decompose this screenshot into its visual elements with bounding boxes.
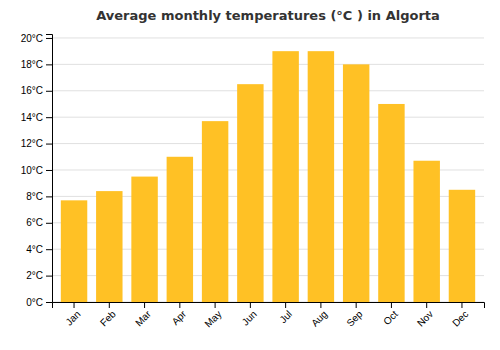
tick: 2°C (26, 270, 52, 281)
title: Average monthly temperatures (°C ) in Al… (96, 8, 440, 23)
tick: 0°C (26, 297, 52, 308)
tick: 12°C (21, 138, 52, 149)
grid (52, 38, 484, 302)
tick: Sep (344, 302, 365, 329)
tick-mark (426, 302, 427, 308)
tick: Feb (98, 302, 118, 328)
tick-label: Sep (344, 308, 365, 329)
tick: 16°C (21, 85, 52, 96)
x-axis: Jan Feb Mar Apr May Jun Jul Aug Sep Oct Nov Dec (53, 302, 485, 330)
bar (202, 121, 228, 302)
tick-label: Oct (381, 308, 400, 327)
bar (308, 51, 334, 302)
tick-mark (215, 302, 216, 308)
tick-mark (74, 302, 75, 308)
tick: Nov (415, 302, 435, 329)
tick-label: 18°C (21, 59, 43, 70)
tick: May (202, 302, 223, 330)
tick-label: 0°C (26, 297, 43, 308)
tick-mark (179, 302, 180, 308)
tick: Oct (381, 302, 400, 327)
tick-label: May (202, 308, 223, 329)
bar (272, 51, 298, 302)
grid-line (52, 143, 484, 144)
tick: Jul (277, 302, 294, 325)
grid-line (52, 117, 484, 118)
tick-mark (46, 144, 52, 145)
axis-line (53, 303, 485, 309)
tick-label: 20°C (21, 33, 43, 44)
tick-mark (320, 302, 321, 308)
grid-line (52, 37, 484, 38)
tick: 6°C (26, 217, 52, 228)
tick-mark (391, 302, 392, 308)
tick-label: 12°C (21, 138, 43, 149)
tick-mark (46, 223, 52, 224)
tick-label: 8°C (26, 191, 43, 202)
tick-mark (109, 302, 110, 308)
tick-label: Mar (133, 308, 153, 328)
tick-mark (46, 64, 52, 65)
tick: 18°C (21, 59, 52, 70)
tick-mark (250, 302, 251, 308)
bar (96, 191, 122, 302)
bar (131, 177, 157, 302)
bar (167, 157, 193, 302)
tick: Mar (133, 302, 153, 328)
tick: Dec (450, 302, 470, 329)
tick-mark (46, 170, 52, 171)
bar (378, 104, 404, 302)
tick: 14°C (21, 112, 52, 123)
bar (61, 200, 87, 302)
tick: 4°C (26, 244, 52, 255)
tick-mark (46, 38, 52, 39)
tick-label: Jun (240, 308, 259, 327)
tick-mark (461, 302, 462, 308)
bar (237, 84, 263, 302)
bar (449, 190, 475, 302)
plot-area: 0°C 2°C 4°C 6°C 8°C 10°C 12°C 14°C 16°C 18°C 20°C J… (21, 33, 485, 330)
tick-label: Apr (170, 308, 189, 327)
tick-mark (46, 249, 52, 250)
grid-line (52, 64, 484, 65)
tick-label: Feb (98, 308, 118, 328)
tick-label: Jan (63, 308, 82, 327)
tick-label: 14°C (21, 112, 43, 123)
grid-line (52, 90, 484, 91)
tick-mark (46, 91, 52, 92)
tick: Jun (240, 302, 259, 328)
tick: Apr (170, 302, 189, 327)
tick-label: Jul (277, 308, 294, 325)
tick-mark (46, 117, 52, 118)
tick-mark (144, 302, 145, 308)
tick: Jan (63, 302, 82, 328)
tick-mark (46, 276, 52, 277)
tick: Aug (309, 302, 329, 329)
tick-mark (46, 196, 52, 197)
tick-label: Dec (450, 308, 470, 328)
tick-mark (46, 302, 52, 303)
tick-mark (356, 302, 357, 308)
tick-label: 10°C (21, 165, 43, 176)
chart: 0°C 2°C 4°C 6°C 8°C 10°C 12°C 14°C 16°C 18°C 20°C J… (0, 0, 500, 350)
tick: 10°C (21, 165, 52, 176)
tick-mark (285, 302, 286, 308)
bar (413, 161, 439, 302)
tick-label: 16°C (21, 85, 43, 96)
tick-label: Aug (309, 308, 329, 328)
tick: 20°C (21, 33, 52, 44)
bars (61, 51, 475, 302)
y-axis: 0°C 2°C 4°C 6°C 8°C 10°C 12°C 14°C 16°C 18°C 20°C (21, 33, 53, 308)
bar (343, 64, 369, 302)
tick: 8°C (26, 191, 52, 202)
tick-label: 6°C (26, 217, 43, 228)
tick-label: 2°C (26, 270, 43, 281)
tick-label: 4°C (26, 244, 43, 255)
tick-label: Nov (415, 308, 435, 328)
axis-line (46, 35, 53, 303)
